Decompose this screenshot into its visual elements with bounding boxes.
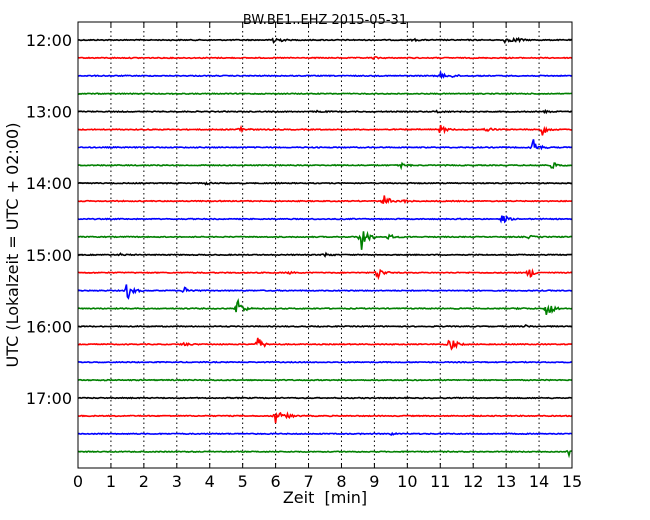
x-tick-label: 4 xyxy=(205,472,215,491)
trace-line xyxy=(77,449,573,459)
y-tick-label: 12:00 xyxy=(26,31,72,50)
y-tick-label: 17:00 xyxy=(26,389,72,408)
x-tick-label: 8 xyxy=(336,472,346,491)
x-axis-ticks: 0 1 2 3 4 5 6 7 8 9 10 11 12 13 14 15 xyxy=(73,22,582,491)
trace-line xyxy=(77,360,573,364)
trace-line xyxy=(77,92,573,96)
grid-lines xyxy=(110,22,540,468)
x-tick-label: 1 xyxy=(106,472,116,491)
plot-frame xyxy=(77,21,573,469)
y-axis-label: UTC (Lokalzeit = UTC + 02:00) xyxy=(3,123,22,368)
trace-line xyxy=(77,124,572,136)
x-tick-label: 11 xyxy=(430,472,450,491)
trace-line xyxy=(77,268,573,281)
trace-line xyxy=(77,284,573,300)
trace-line xyxy=(77,161,573,171)
trace-line xyxy=(78,396,573,400)
x-tick-label: 12 xyxy=(463,472,483,491)
x-tick-label: 6 xyxy=(271,472,281,491)
y-tick-label: 14:00 xyxy=(26,174,72,193)
trace-line xyxy=(77,251,573,258)
trace-line xyxy=(77,230,573,250)
x-tick-label: 10 xyxy=(397,472,417,491)
trace-line xyxy=(77,324,573,328)
y-tick-label: 16:00 xyxy=(26,317,72,336)
x-tick-label: 13 xyxy=(496,472,516,491)
x-tick-label: 5 xyxy=(238,472,248,491)
y-tick-label: 15:00 xyxy=(26,246,72,265)
trace-line xyxy=(77,195,573,205)
trace-line xyxy=(77,431,573,436)
x-tick-label: 15 xyxy=(562,472,582,491)
x-tick-label: 3 xyxy=(172,472,182,491)
trace-line xyxy=(78,69,573,80)
x-tick-label: 9 xyxy=(369,472,379,491)
trace-line xyxy=(77,337,573,351)
x-tick-label: 14 xyxy=(529,472,549,491)
traces xyxy=(77,36,573,459)
trace-line xyxy=(78,139,573,151)
trace-line xyxy=(78,411,573,424)
trace-line xyxy=(77,56,573,60)
chart-title: BW.BE1..EHZ 2015-05-31 xyxy=(243,13,407,28)
trace-line xyxy=(77,181,573,186)
trace-line xyxy=(77,378,573,382)
trace-line xyxy=(77,298,573,315)
x-axis-label: Zeit [min] xyxy=(283,488,367,507)
x-tick-label: 2 xyxy=(139,472,149,491)
trace-line xyxy=(77,215,573,224)
y-tick-label: 13:00 xyxy=(26,103,72,122)
trace-line xyxy=(77,108,573,115)
trace-line xyxy=(77,36,573,45)
y-axis-ticks: 12:00 13:00 14:00 15:00 16:00 17:00 xyxy=(26,31,572,408)
x-tick-label: 7 xyxy=(303,472,313,491)
x-tick-label: 0 xyxy=(73,472,83,491)
